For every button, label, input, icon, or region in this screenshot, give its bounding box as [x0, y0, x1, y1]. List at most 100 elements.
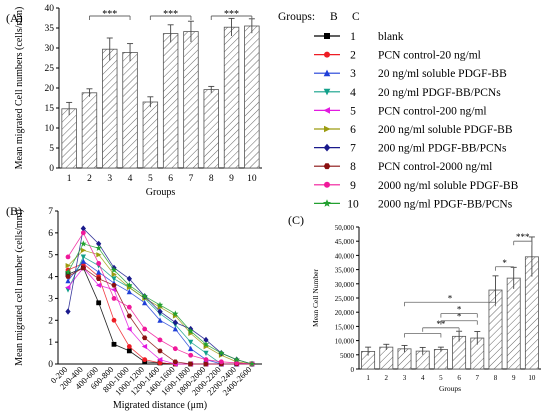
data-point	[111, 341, 117, 347]
y-tick-label: 15,000	[335, 323, 355, 331]
series-line	[67, 232, 253, 365]
bar	[379, 346, 394, 370]
legend-marker	[323, 199, 331, 207]
bar	[122, 52, 138, 169]
y-tick-label: 35	[45, 24, 55, 34]
x-tick-label: 9	[512, 374, 516, 382]
x-tick-label: 3	[107, 174, 112, 184]
legend-label: blank	[378, 31, 404, 43]
legend-marker	[323, 163, 331, 170]
y-tick-label: 0	[48, 360, 53, 370]
significance-label: *	[457, 312, 462, 322]
data-point	[202, 341, 210, 347]
bar	[162, 33, 179, 169]
data-point	[111, 296, 117, 301]
y-tick-label: 35,000	[335, 267, 355, 275]
legend-label: 20 ng/ml soluble PDGF-BB	[378, 68, 507, 80]
x-tick-label: 4	[421, 374, 425, 382]
legend-marker	[324, 181, 330, 188]
data-point	[65, 254, 71, 260]
x-axis-label: Groups	[439, 384, 461, 393]
x-tick-label: 5	[148, 174, 153, 184]
x-axis-label: Migrated distance (μm)	[113, 400, 207, 411]
y-tick-label: 15	[45, 104, 55, 114]
data-point	[142, 335, 148, 341]
bar	[203, 89, 219, 169]
data-point	[142, 326, 148, 332]
legend-col-b: B	[330, 11, 338, 23]
data-point	[156, 301, 164, 308]
data-point	[142, 357, 148, 363]
y-tick-label: 25,000	[335, 295, 355, 303]
legend-label: 200 ng/ml PDGF-BB/PCNs	[378, 143, 507, 155]
data-point	[141, 292, 148, 299]
legend-marker	[323, 143, 331, 152]
bar	[506, 277, 521, 370]
data-point	[80, 230, 86, 236]
x-tick-label: 2	[87, 174, 92, 184]
data-point	[188, 339, 194, 345]
data-point	[96, 252, 102, 258]
data-point	[172, 326, 178, 332]
legend-col-c: C	[352, 11, 360, 23]
data-point	[203, 357, 209, 363]
x-tick-label: 10	[247, 174, 257, 184]
significance-label: ***	[516, 232, 530, 242]
data-point	[218, 349, 225, 356]
data-point	[157, 357, 163, 363]
data-point	[96, 269, 102, 275]
legend-number: 10	[347, 198, 359, 210]
data-point	[80, 254, 86, 260]
y-tick-label: 25	[45, 64, 55, 74]
x-tick-label: 1	[366, 374, 370, 382]
data-point	[157, 337, 163, 343]
bar	[244, 25, 260, 169]
bar	[81, 92, 98, 169]
data-point	[80, 225, 86, 232]
chart-b: 012345670-200200-400400-600600-800800-10…	[14, 207, 262, 411]
x-tick-label: 5	[439, 374, 443, 382]
data-point	[111, 283, 117, 288]
data-point	[65, 274, 71, 279]
data-point	[65, 263, 71, 269]
legend-label: PCN control-20 ng/ml	[378, 50, 481, 62]
x-tick-label: 7	[476, 374, 480, 382]
data-point	[65, 308, 71, 315]
data-point	[172, 359, 178, 365]
significance-label: *	[457, 305, 462, 315]
data-point	[172, 319, 178, 326]
legend-number: 7	[350, 143, 356, 155]
data-point	[96, 261, 102, 266]
data-point	[111, 317, 117, 323]
data-point	[157, 360, 163, 366]
y-tick-label: 6	[48, 229, 53, 239]
data-point	[203, 361, 209, 367]
data-point	[65, 278, 71, 284]
data-point	[248, 360, 256, 367]
y-tick-label: 1	[48, 338, 53, 348]
x-tick-label: 7	[189, 174, 194, 184]
x-tick-label: 6	[168, 174, 173, 184]
legend-title: Groups:	[278, 11, 315, 23]
data-point	[157, 317, 163, 323]
data-point	[95, 244, 102, 251]
data-point	[218, 359, 224, 365]
y-tick-label: 5	[48, 251, 53, 261]
significance-label: *	[502, 258, 507, 268]
legend-marker	[323, 107, 330, 114]
y-tick-label: 40	[45, 4, 55, 14]
x-tick-label: 4	[128, 174, 133, 184]
y-tick-label: 4	[48, 273, 53, 283]
legend-marker	[324, 51, 330, 58]
significance-label: ***	[224, 9, 239, 20]
data-point	[203, 336, 209, 344]
data-point	[141, 343, 148, 350]
data-point	[96, 240, 102, 247]
chart-c: 0 5000 10,000 15,000 20,000 25,000 30,000 35,00…	[311, 224, 541, 393]
y-tick-label: 50,000	[335, 224, 355, 232]
legend-number: 4	[350, 87, 356, 99]
data-point	[142, 299, 148, 306]
bar	[183, 31, 199, 169]
significance-label: *	[448, 293, 453, 303]
